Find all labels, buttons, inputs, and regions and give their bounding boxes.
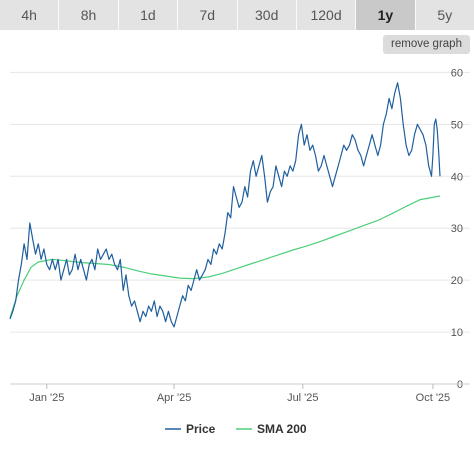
y-tick-label: 60 <box>451 67 463 79</box>
y-tick-label: 0 <box>457 379 463 391</box>
timeframe-tabs: 4h 8h 1d 7d 30d 120d 1y 5y <box>0 0 474 30</box>
y-tick-label: 50 <box>451 119 463 131</box>
legend-label: SMA 200 <box>257 422 307 436</box>
tab-5y[interactable]: 5y <box>415 0 474 30</box>
tab-1d[interactable]: 1d <box>118 0 179 30</box>
y-tick-label: 10 <box>451 327 463 339</box>
tab-120d[interactable]: 120d <box>296 0 357 30</box>
price-series-line <box>9 82 441 328</box>
x-tick-label: Apr '25 <box>157 392 192 404</box>
x-tick-label: Jul '25 <box>287 392 318 404</box>
remove-graph-button[interactable]: remove graph <box>383 35 470 54</box>
x-tick-label: Jan '25 <box>29 392 64 404</box>
tab-1y[interactable]: 1y <box>356 0 416 30</box>
y-tick-label: 20 <box>451 275 463 287</box>
tab-7d[interactable]: 7d <box>178 0 238 30</box>
legend-label: Price <box>186 422 216 436</box>
tab-4h[interactable]: 4h <box>0 0 60 30</box>
tab-30d[interactable]: 30d <box>237 0 297 30</box>
sma-200-series-line <box>9 195 441 318</box>
x-tick-label: Oct '25 <box>416 392 451 404</box>
y-tick-label: 30 <box>451 223 463 235</box>
y-tick-label: 40 <box>451 171 463 183</box>
tab-8h[interactable]: 8h <box>59 0 119 30</box>
